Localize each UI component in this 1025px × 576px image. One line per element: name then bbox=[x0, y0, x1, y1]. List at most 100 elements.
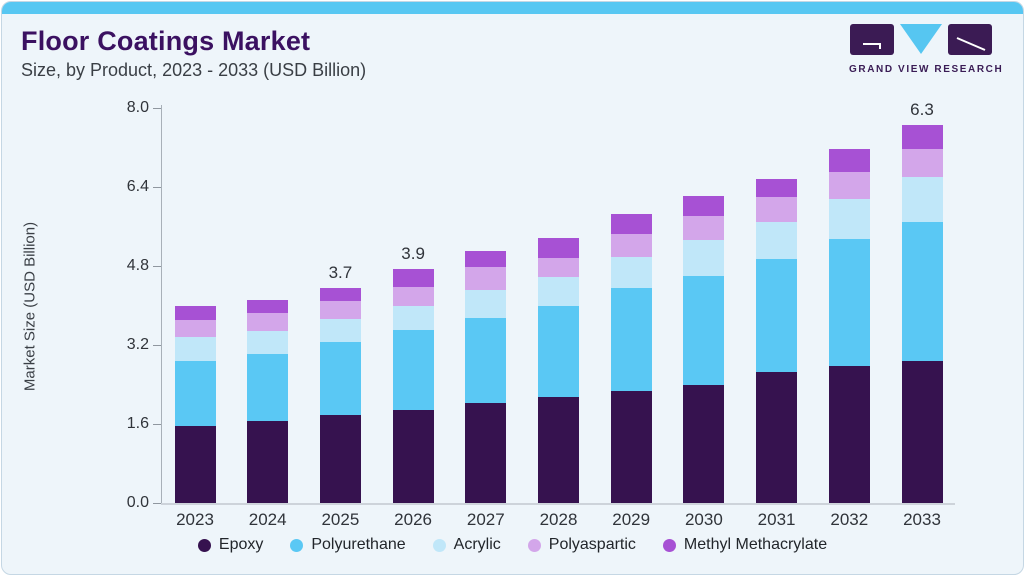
gvr-logo-icon bbox=[850, 24, 992, 55]
bar-segment-acrylic bbox=[828, 199, 870, 240]
legend-item-polyaspartic: Polyaspartic bbox=[527, 536, 636, 554]
bar-segment-polyaspartic bbox=[465, 267, 507, 290]
bar-segment-methyl-methacrylate bbox=[756, 179, 798, 198]
bar-segment-polyurethane bbox=[901, 221, 943, 362]
bar-segment-acrylic bbox=[756, 221, 798, 259]
y-tick-mark bbox=[153, 108, 161, 109]
bar-segment-epoxy bbox=[756, 372, 798, 503]
legend-item-polyurethane: Polyurethane bbox=[290, 536, 406, 554]
bar-segment-acrylic bbox=[683, 239, 725, 276]
y-tick-label: 0.0 bbox=[126, 494, 149, 511]
y-tick-mark bbox=[153, 266, 161, 267]
y-tick-mark bbox=[153, 424, 161, 425]
bar-segment-acrylic bbox=[392, 305, 434, 331]
bar-total-label: 3.9 bbox=[401, 244, 425, 264]
legend-label: Methyl Methacrylate bbox=[683, 536, 828, 553]
bar-segment-polyurethane bbox=[756, 258, 798, 373]
bar-segment-polyaspartic bbox=[174, 319, 216, 338]
bar-segment-epoxy bbox=[174, 426, 216, 503]
x-tick-label: 2023 bbox=[176, 510, 214, 529]
legend-swatch-icon bbox=[197, 538, 211, 552]
y-axis-line bbox=[161, 105, 162, 504]
bar-segment-polyaspartic bbox=[828, 172, 870, 200]
bar-segment-polyurethane bbox=[465, 317, 507, 404]
x-tick-label: 2025 bbox=[321, 510, 360, 529]
bar-segment-acrylic bbox=[610, 256, 652, 288]
page-title: Floor Coatings Market bbox=[21, 26, 311, 56]
x-tick-label: 2027 bbox=[466, 510, 505, 529]
y-axis-title: Market Size (USD Billion) bbox=[21, 221, 39, 392]
legend-item-acrylic: Acrylic bbox=[432, 536, 501, 554]
y-tick-label: 4.8 bbox=[126, 257, 149, 274]
x-tick-label: 2031 bbox=[757, 510, 796, 529]
bar-segment-acrylic bbox=[174, 337, 216, 362]
x-tick-label: 2030 bbox=[684, 510, 723, 529]
page-subtitle: Size, by Product, 2023 - 2033 (USD Billi… bbox=[21, 60, 367, 80]
bar-segment-epoxy bbox=[319, 414, 361, 503]
legend-label: Polyurethane bbox=[311, 536, 406, 553]
legend-item-methyl-methacrylate: Methyl Methacrylate bbox=[662, 536, 828, 554]
bar-segment-polyaspartic bbox=[756, 197, 798, 222]
bar-segment-methyl-methacrylate bbox=[610, 214, 652, 235]
bar-segment-methyl-methacrylate bbox=[247, 300, 289, 313]
bar-segment-epoxy bbox=[247, 420, 289, 503]
bar-segment-polyurethane bbox=[610, 287, 652, 392]
bar-segment-acrylic bbox=[538, 276, 579, 306]
legend-swatch-icon bbox=[290, 538, 304, 552]
legend-label: Acrylic bbox=[453, 536, 501, 553]
bar-segment-methyl-methacrylate bbox=[319, 287, 361, 301]
x-axis-line bbox=[161, 503, 955, 505]
legend-label: Polyaspartic bbox=[548, 536, 636, 553]
bar-segment-methyl-methacrylate bbox=[465, 251, 507, 268]
y-tick-label: 6.4 bbox=[126, 178, 149, 195]
bar-segment-polyaspartic bbox=[392, 286, 434, 306]
bar-segment-polyurethane bbox=[538, 305, 579, 398]
bar-segment-epoxy bbox=[610, 391, 652, 503]
bar-segment-epoxy bbox=[683, 385, 725, 503]
x-tick-label: 2032 bbox=[830, 510, 869, 529]
bar-segment-acrylic bbox=[465, 289, 507, 318]
bar-segment-polyurethane bbox=[392, 330, 434, 410]
grand-view-research-logo: GRAND VIEW RESEARCH bbox=[849, 24, 1004, 75]
legend-swatch-icon bbox=[662, 538, 676, 552]
bar-segment-polyurethane bbox=[174, 361, 216, 427]
bar-segment-methyl-methacrylate bbox=[901, 124, 943, 149]
bar-segment-polyaspartic bbox=[901, 148, 943, 178]
legend-swatch-icon bbox=[527, 538, 541, 552]
bar-segment-polyaspartic bbox=[247, 312, 289, 332]
bar-segment-polyaspartic bbox=[538, 257, 579, 277]
x-tick-label: 2026 bbox=[394, 510, 432, 529]
bar-segment-polyurethane bbox=[247, 354, 289, 421]
bar-segment-epoxy bbox=[465, 403, 507, 503]
top-accent-bar bbox=[2, 2, 1023, 14]
y-tick-label: 1.6 bbox=[126, 415, 149, 432]
bar-segment-epoxy bbox=[538, 397, 579, 503]
y-tick-label: 3.2 bbox=[126, 336, 149, 353]
bar-segment-polyurethane bbox=[683, 275, 725, 386]
bar-segment-epoxy bbox=[828, 366, 870, 503]
x-tick-label: 2029 bbox=[612, 510, 651, 529]
bar-segment-epoxy bbox=[901, 361, 943, 503]
bar-segment-methyl-methacrylate bbox=[828, 148, 870, 173]
bar-segment-methyl-methacrylate bbox=[683, 196, 725, 216]
y-tick-label: 8.0 bbox=[126, 99, 149, 116]
bar-segment-polyaspartic bbox=[610, 234, 652, 257]
bar-segment-acrylic bbox=[247, 331, 289, 355]
bar-total-label: 6.3 bbox=[910, 99, 934, 119]
bar-segment-methyl-methacrylate bbox=[392, 269, 434, 287]
logo-wordmark: GRAND VIEW RESEARCH bbox=[849, 64, 1004, 75]
bar-total-label: 3.7 bbox=[328, 262, 353, 282]
y-tick-mark bbox=[153, 187, 161, 188]
y-tick-mark bbox=[153, 503, 161, 504]
y-tick-mark bbox=[153, 345, 161, 346]
bar-segment-epoxy bbox=[392, 409, 434, 503]
bar-segment-polyurethane bbox=[319, 342, 361, 415]
legend-label: Epoxy bbox=[218, 536, 264, 553]
bar-segment-polyaspartic bbox=[319, 300, 361, 319]
bar-segment-methyl-methacrylate bbox=[538, 238, 579, 258]
legend-swatch-icon bbox=[432, 538, 446, 552]
bar-segment-acrylic bbox=[319, 318, 361, 343]
chart-legend: Epoxy Polyurethane Acrylic Polyaspartic Meth… bbox=[2, 536, 1023, 554]
